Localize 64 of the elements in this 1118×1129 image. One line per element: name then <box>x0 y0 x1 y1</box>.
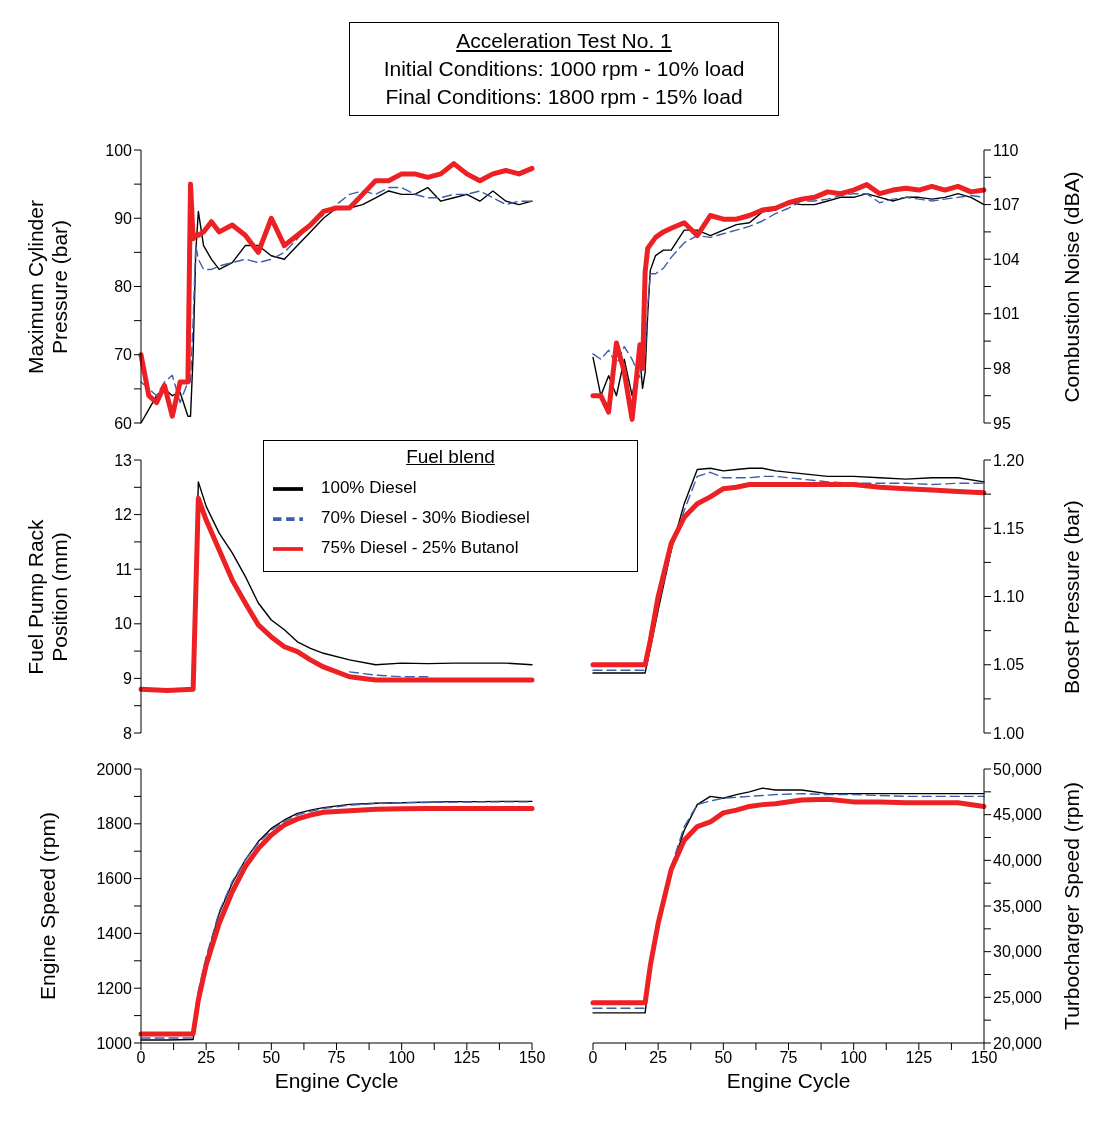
y-axis-title: Fuel Pump Rack Position (mm) <box>24 518 72 677</box>
y2-tick-label: 40,000 <box>993 852 1043 870</box>
x-tick-label: 125 <box>453 1049 481 1067</box>
y2-tick-label: 25,000 <box>993 989 1043 1007</box>
x-tick-label: 25 <box>649 1049 668 1067</box>
y-axis-title: Engine Speed (rpm) <box>36 811 60 1002</box>
x-tick-label: 25 <box>197 1049 216 1067</box>
y2-tick-label: 1.15 <box>993 519 1025 537</box>
y-tick-label: 9 <box>123 670 133 688</box>
y-tick-label: 1800 <box>96 815 133 833</box>
x-tick-label: 150 <box>970 1049 998 1067</box>
y2-axis-title: Turbocharger Speed (rpm) <box>1060 781 1084 1032</box>
y2-tick-label: 110 <box>993 141 1019 159</box>
y2-tick-label: 45,000 <box>993 806 1043 824</box>
y2-tick-label: 50,000 <box>993 760 1043 778</box>
y-tick-label: 1000 <box>96 1034 133 1052</box>
legend-label: 70% Diesel - 30% Biodiesel <box>321 508 530 528</box>
y2-tick-label: 1.10 <box>993 588 1025 606</box>
y2-tick-label: 107 <box>993 196 1020 214</box>
legend-label: 75% Diesel - 25% Butanol <box>321 538 519 558</box>
y2-tick-label: 104 <box>993 250 1020 268</box>
x-tick-label: 0 <box>588 1049 598 1067</box>
y-tick-label: 12 <box>114 506 133 524</box>
y2-tick-label: 95 <box>993 414 1011 432</box>
y2-tick-label: 35,000 <box>993 897 1043 915</box>
y2-tick-label: 20,000 <box>993 1034 1043 1052</box>
y-tick-label: 70 <box>114 346 133 364</box>
y-tick-label: 8 <box>123 724 133 742</box>
x-tick-label: 125 <box>905 1049 933 1067</box>
x-tick-label: 0 <box>136 1049 146 1067</box>
y-tick-label: 10 <box>114 615 133 633</box>
chart-subtitle: Initial Conditions: 1000 rpm - 10% load <box>382 56 746 82</box>
y-tick-label: 80 <box>114 278 133 296</box>
legend-label: 100% Diesel <box>321 478 417 498</box>
x-axis-title: Engine Cycle <box>273 1069 400 1093</box>
y-tick-label: 2000 <box>96 760 133 778</box>
y2-tick-label: 1.00 <box>993 724 1025 742</box>
y2-tick-label: 101 <box>993 305 1020 323</box>
x-tick-label: 100 <box>388 1049 416 1067</box>
x-tick-label: 50 <box>714 1049 733 1067</box>
y2-tick-label: 30,000 <box>993 943 1043 961</box>
x-tick-label: 100 <box>840 1049 868 1067</box>
x-tick-label: 75 <box>779 1049 798 1067</box>
y-tick-label: 1400 <box>96 925 133 943</box>
y-tick-label: 13 <box>114 451 133 469</box>
y-tick-label: 11 <box>115 560 133 578</box>
text: Final Conditions: 1800 rpm - 15% load <box>384 84 744 110</box>
x-tick-label: 150 <box>518 1049 546 1067</box>
x-tick-label: 50 <box>262 1049 281 1067</box>
y-tick-label: 1200 <box>96 979 133 997</box>
y-tick-label: 1600 <box>96 870 133 888</box>
y-tick-label: 60 <box>114 414 133 432</box>
y-tick-label: 100 <box>105 141 133 159</box>
chart-title: Acceleration Test No. 1 <box>455 28 673 54</box>
y2-axis-title: Boost Pressure (bar) <box>1060 499 1084 696</box>
x-tick-label: 75 <box>327 1049 346 1067</box>
y2-axis-title: Combustion Noise (dBA) <box>1060 170 1084 405</box>
y2-tick-label: 98 <box>993 360 1011 378</box>
y2-tick-label: 1.05 <box>993 656 1025 674</box>
y-axis-title: Maximum Cylinder Pressure (bar) <box>24 199 72 376</box>
y-tick-label: 90 <box>114 209 133 227</box>
x-axis-title: Engine Cycle <box>725 1069 852 1093</box>
legend-title: Fuel blend <box>405 446 496 468</box>
y2-tick-label: 1.20 <box>993 451 1025 469</box>
